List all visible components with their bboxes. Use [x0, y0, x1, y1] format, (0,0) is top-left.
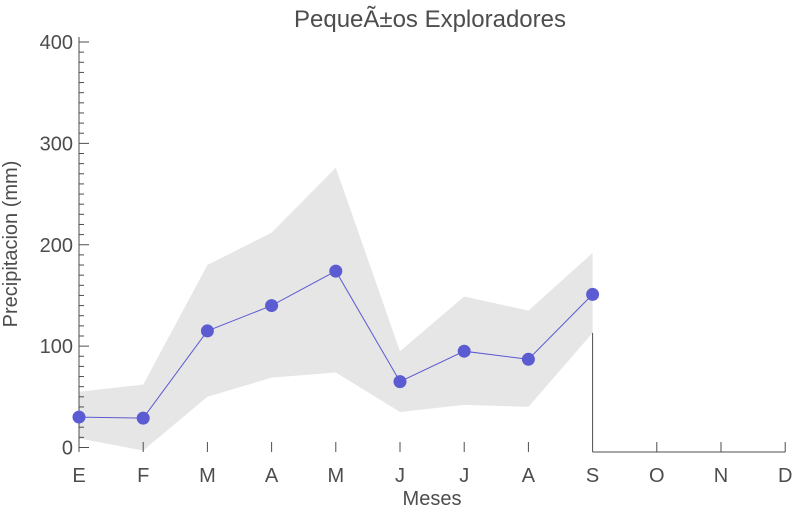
- x-tick-label: M: [199, 465, 216, 487]
- y-tick-label: 300: [40, 133, 73, 155]
- y-tick-label: 200: [40, 235, 73, 257]
- chart-title: PequeÃ±os Exploradores: [294, 6, 566, 33]
- x-tick-label: A: [522, 465, 536, 487]
- x-tick-label: A: [265, 465, 279, 487]
- x-tick-label: E: [72, 465, 85, 487]
- y-tick-label: 400: [40, 32, 73, 54]
- range-band-layer: [79, 167, 593, 451]
- y-tick-label: 100: [40, 336, 73, 358]
- x-tick-label: S: [586, 465, 599, 487]
- x-tick-label: D: [778, 465, 792, 487]
- series-points-layer: [72, 264, 600, 425]
- x-tick-label: N: [714, 465, 728, 487]
- x-tick-label: M: [327, 465, 344, 487]
- data-point: [586, 287, 600, 301]
- tick-labels-layer: 0 100 200 300 400 E F M A M J J A S O N D: [40, 32, 792, 487]
- axes: [78, 37, 786, 453]
- data-point: [72, 410, 86, 424]
- x-tick-label: J: [459, 465, 469, 487]
- data-point: [457, 344, 471, 358]
- data-point: [200, 324, 214, 338]
- data-point: [329, 264, 343, 278]
- y-axis-label: Precipitacion (mm): [0, 161, 22, 328]
- y-tick-label: 0: [62, 438, 73, 460]
- data-point: [265, 299, 279, 313]
- data-point: [393, 375, 407, 389]
- x-tick-label: J: [395, 465, 405, 487]
- data-point: [521, 352, 535, 366]
- x-axis-label: Meses: [403, 488, 462, 508]
- data-point: [136, 411, 150, 425]
- x-tick-label: F: [137, 465, 149, 487]
- range-band: [79, 167, 593, 451]
- x-tick-label: O: [649, 465, 665, 487]
